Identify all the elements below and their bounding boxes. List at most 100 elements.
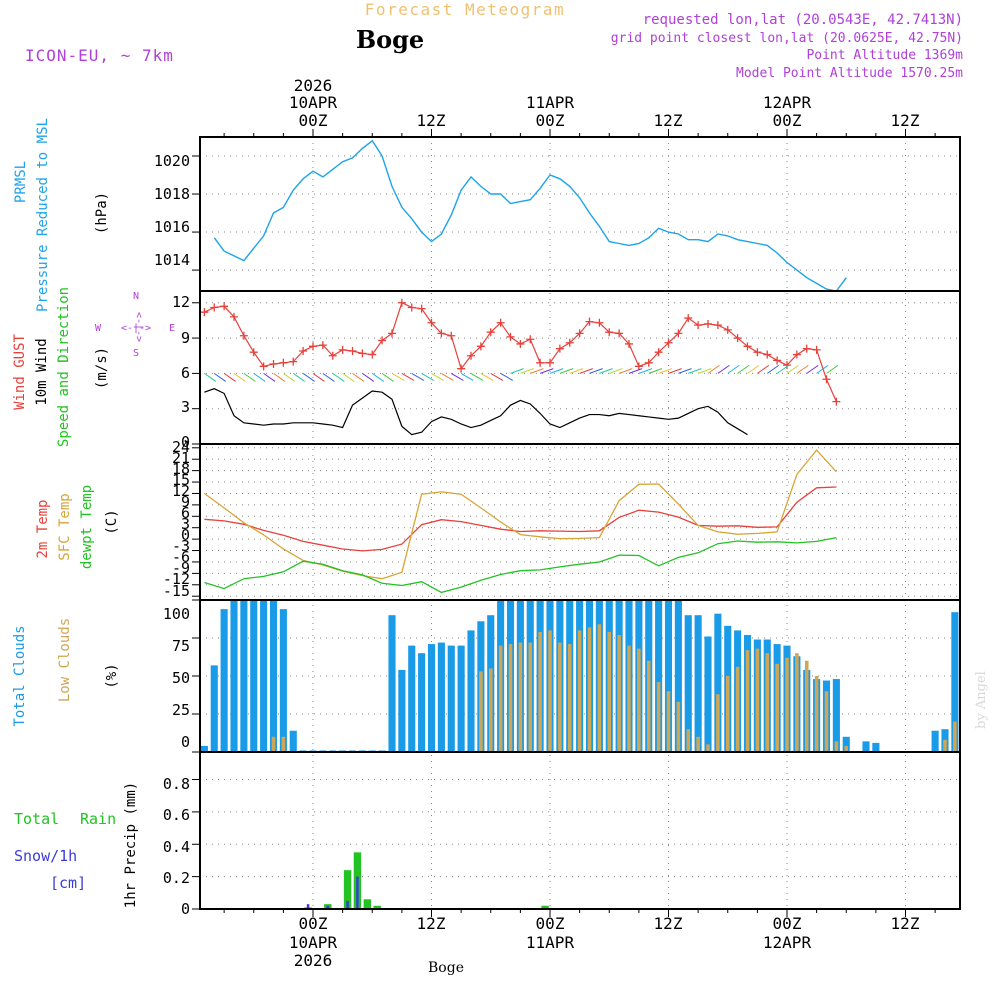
compass-arrow-v: <-|-> xyxy=(133,312,144,342)
wind-y-ticks: 0 3 6 9 12 xyxy=(172,293,190,451)
gust-marker xyxy=(783,361,791,370)
wind-arrow xyxy=(322,372,335,382)
snow-bar xyxy=(356,876,359,909)
wind-arrow xyxy=(233,372,246,382)
low-cloud-bar xyxy=(953,721,957,752)
panel-frames xyxy=(199,129,961,917)
wind-arrow xyxy=(371,372,385,382)
low-cloud-bar xyxy=(597,624,602,752)
total-cloud-bar xyxy=(457,645,465,752)
tick-t18: 18 xyxy=(172,460,190,478)
total-cloud-bar xyxy=(694,615,702,752)
wind-arrow xyxy=(816,364,829,374)
total-cloud-bar xyxy=(200,745,208,752)
wind-arrow xyxy=(470,372,484,381)
gust-marker xyxy=(309,342,317,351)
low-cloud-bar xyxy=(281,736,286,752)
tick-t-6: -6 xyxy=(172,548,190,566)
top-tick-00z-1: 00Z xyxy=(299,111,328,130)
gust-marker xyxy=(269,359,278,368)
snow-bar xyxy=(306,904,310,909)
pressure-frame xyxy=(199,136,961,292)
gust-marker xyxy=(802,344,811,353)
low-cloud-bar xyxy=(646,660,651,752)
gust-marker xyxy=(733,334,742,343)
gust-marker xyxy=(555,344,564,353)
compass-w: W xyxy=(95,323,102,334)
gust-marker xyxy=(674,329,683,338)
wind-arrow xyxy=(668,368,682,374)
wind-arrow xyxy=(332,372,345,382)
wind-arrow xyxy=(391,372,405,381)
top-tick-00z-3: 00Z xyxy=(773,111,802,130)
temp-panel-labels: 2m Temp SFC Temp dewpt Temp (C) xyxy=(35,485,120,569)
precip-panel-labels: Total Rain Snow/1h [cm] 1hr Precip (mm) xyxy=(14,782,139,908)
wind-frame xyxy=(199,290,961,445)
total-cloud-bar xyxy=(289,730,297,752)
wind-arrow xyxy=(302,372,315,382)
wind-arrow xyxy=(510,368,524,374)
label-low-clouds: Low Clouds xyxy=(57,618,73,702)
temp-y-ticks: -15 -12 -9 -6 -3 0 3 6 9 12 15 18 21 24 xyxy=(163,438,190,600)
wind-arrow xyxy=(213,372,227,382)
wind-arrow xyxy=(401,372,415,381)
wind-arrow xyxy=(312,372,325,382)
gust-marker xyxy=(397,298,406,307)
tick-t-12: -12 xyxy=(163,570,190,588)
gust-marker xyxy=(338,345,347,354)
gust-marker xyxy=(575,329,584,338)
precip-y-ticks: 0 0.2 0.4 0.6 0.8 xyxy=(163,775,190,918)
wind-arrow xyxy=(569,368,584,374)
gust-marker xyxy=(427,318,436,327)
gust-marker xyxy=(368,350,377,359)
label-c: (C) xyxy=(104,509,120,534)
gust-marker xyxy=(210,303,219,312)
total-cloud-bar xyxy=(862,741,870,752)
total-cloud-bar xyxy=(951,612,959,752)
compass-n: N xyxy=(133,291,139,302)
gust-marker xyxy=(249,348,258,357)
wind-arrow xyxy=(766,364,780,374)
label-rain: Rain xyxy=(80,810,116,828)
gust-marker xyxy=(694,321,703,330)
gust-marker xyxy=(792,350,801,359)
tick-t21: 21 xyxy=(172,449,190,467)
label-speed-dir: Speed and Direction xyxy=(56,287,72,447)
bottom-date-11apr: 11APR xyxy=(526,933,575,952)
gust-marker xyxy=(348,347,357,356)
rain-bar xyxy=(363,899,372,909)
gust-marker xyxy=(585,317,594,326)
precip-plot xyxy=(304,852,549,909)
gust-marker xyxy=(239,331,248,340)
tick-t24: 24 xyxy=(172,438,190,456)
low-cloud-bar xyxy=(844,745,849,752)
gust-marker xyxy=(634,362,643,371)
gust-marker xyxy=(664,338,673,347)
label-precip-mm: 1hr Precip (mm) xyxy=(123,782,139,908)
low-cloud-bar xyxy=(479,671,483,752)
gust-marker xyxy=(684,314,693,323)
low-cloud-bar xyxy=(706,744,710,752)
gust-marker xyxy=(417,304,426,313)
wind-arrow xyxy=(381,372,394,382)
wind-arrow xyxy=(618,368,633,374)
total-cloud-bar xyxy=(398,669,406,752)
total-cloud-bar xyxy=(279,609,287,752)
tick-t0: 0 xyxy=(181,526,190,544)
gust-marker xyxy=(289,357,298,366)
wind-arrow xyxy=(263,372,276,382)
tick-t3: 3 xyxy=(181,515,190,533)
low-cloud-bar xyxy=(607,631,612,752)
wind-arrow xyxy=(678,368,692,374)
total-cloud-bar xyxy=(684,615,692,752)
sfc-temp-line xyxy=(204,449,837,580)
label-gust: Wind GUST xyxy=(12,334,28,410)
total-cloud-bar xyxy=(842,736,850,752)
wind-arrow xyxy=(697,368,712,374)
gust-marker xyxy=(605,328,614,337)
label-prmsl-long: Pressure Reduced to MSL xyxy=(35,118,51,312)
total-cloud-bar xyxy=(408,645,416,752)
total-cloud-bar xyxy=(210,665,218,752)
label-pct: (%) xyxy=(104,663,120,688)
total-cloud-bar xyxy=(260,600,268,752)
